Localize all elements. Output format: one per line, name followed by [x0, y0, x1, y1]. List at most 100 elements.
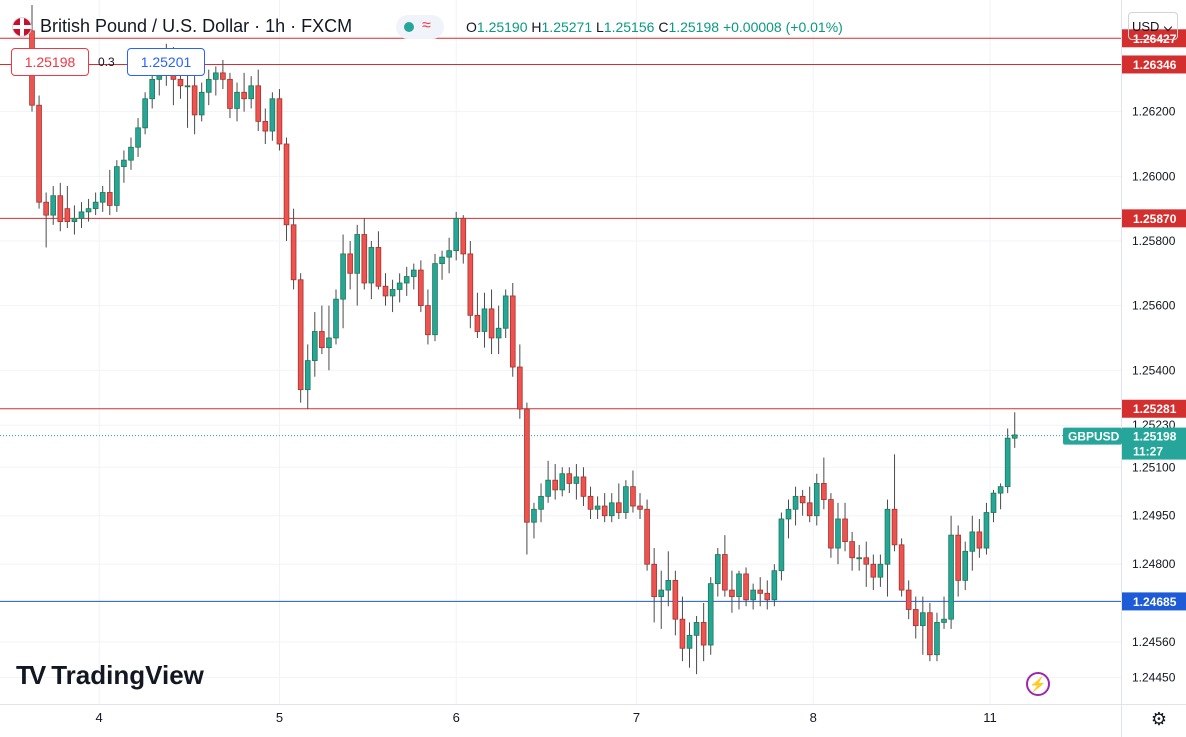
candle-body-down	[637, 505, 643, 510]
market-status-pill[interactable]: ≈	[396, 15, 444, 39]
candle-body-down	[927, 612, 933, 656]
gear-icon[interactable]: ⚙	[1150, 709, 1168, 729]
candle	[524, 402, 530, 555]
x-tick-label: 7	[633, 710, 640, 725]
candle	[729, 570, 735, 613]
candle-body-up	[114, 166, 120, 206]
candle	[813, 473, 820, 526]
candle-body-up	[92, 201, 99, 210]
tradingview-mark-icon: TV	[16, 659, 46, 690]
x-tick-label: 11	[983, 710, 997, 725]
candle	[326, 305, 332, 371]
candle	[573, 464, 580, 500]
candle	[941, 596, 947, 629]
candle-body-up	[410, 269, 417, 277]
candle	[785, 499, 792, 539]
candle	[948, 515, 954, 629]
candle	[757, 577, 764, 607]
candle-body-down	[361, 234, 368, 284]
candle	[764, 580, 771, 610]
candle	[955, 525, 961, 597]
candle	[205, 69, 212, 106]
candle-body-down	[552, 479, 558, 491]
candle	[863, 541, 870, 587]
candle-body-up	[149, 78, 155, 100]
candle-body-up	[1004, 437, 1011, 488]
candle-body-down	[106, 192, 113, 206]
candle-body-up	[623, 486, 629, 513]
candle	[347, 240, 353, 290]
candle	[311, 312, 318, 377]
ohlc-change: +0.00008 (+0.01%)	[722, 19, 843, 35]
candle	[806, 486, 813, 523]
candle	[912, 596, 919, 639]
price-axis[interactable]: 1.26200 1.26000 1.25800 1.25600 1.25400 1.252…	[1132, 105, 1176, 685]
candle-body-up	[439, 256, 445, 265]
sell-price-button[interactable]: 1.25198	[11, 48, 89, 76]
spread-value: 0.3	[98, 55, 115, 69]
y-tick-label: 1.24800	[1132, 557, 1176, 571]
candle-body-down	[290, 224, 297, 281]
buy-price-button[interactable]: 1.25201	[127, 48, 205, 76]
candle-body-down	[863, 557, 870, 565]
candle-body-up	[184, 85, 191, 88]
candle	[877, 554, 884, 587]
candle-body-up	[559, 473, 566, 491]
candle	[545, 460, 551, 503]
candle-body-down	[912, 609, 919, 627]
gb-us-flag-icon	[12, 17, 32, 37]
candle-body-down	[679, 618, 686, 649]
candle	[658, 570, 665, 629]
candle-body-up	[304, 360, 311, 391]
candle-body-down	[57, 195, 64, 222]
candle-body-up	[71, 217, 78, 222]
candle-body-down	[64, 208, 71, 222]
currency-select[interactable]: USD	[1128, 12, 1178, 40]
candle	[651, 548, 657, 623]
level-label: 1.24685	[1133, 595, 1177, 609]
candle-body-down	[382, 285, 389, 297]
candle-body-up	[311, 331, 318, 361]
candle-body-up	[495, 327, 502, 339]
candle	[856, 544, 862, 571]
level-label-bg	[1122, 399, 1186, 418]
candle	[608, 493, 615, 523]
time-axis[interactable]: 4 5 6 7 8 11	[96, 710, 997, 725]
candle-body-up	[396, 282, 403, 290]
candle	[552, 464, 558, 500]
candle-body-down	[36, 104, 42, 203]
candle	[290, 208, 297, 290]
candle	[36, 95, 42, 209]
candle	[191, 76, 198, 135]
y-tick-label: 1.26200	[1132, 105, 1176, 119]
candle	[601, 493, 608, 523]
candle-body-up	[213, 72, 219, 80]
candle	[403, 266, 410, 296]
candle	[319, 305, 325, 355]
candle-body-down	[509, 295, 516, 368]
candle-body-up	[198, 91, 205, 116]
lightning-icon[interactable]: ⚡	[1026, 672, 1050, 696]
y-tick-label: 1.25100	[1132, 460, 1176, 474]
candle-body-down	[460, 217, 467, 255]
candle	[64, 186, 71, 229]
tradingview-logo[interactable]: TV TradingView	[16, 660, 204, 690]
y-tick-label: 1.24950	[1132, 509, 1176, 523]
candle	[410, 263, 417, 290]
candle-body-up	[792, 495, 799, 510]
candle	[269, 92, 276, 141]
candle-body-up	[608, 502, 615, 517]
candle	[623, 480, 629, 519]
candle-body-up	[750, 589, 756, 601]
candle	[990, 489, 997, 523]
status-dot-icon	[404, 22, 414, 32]
candle	[517, 344, 523, 419]
symbol-title[interactable]: British Pound / U.S. Dollar · 1h · FXCM	[40, 16, 353, 36]
candle	[128, 137, 134, 170]
candle-body-up	[941, 618, 947, 623]
candle-body-up	[665, 579, 672, 591]
candle	[792, 486, 799, 526]
candle	[248, 76, 254, 109]
horizontal-levels[interactable]	[0, 37, 1121, 602]
